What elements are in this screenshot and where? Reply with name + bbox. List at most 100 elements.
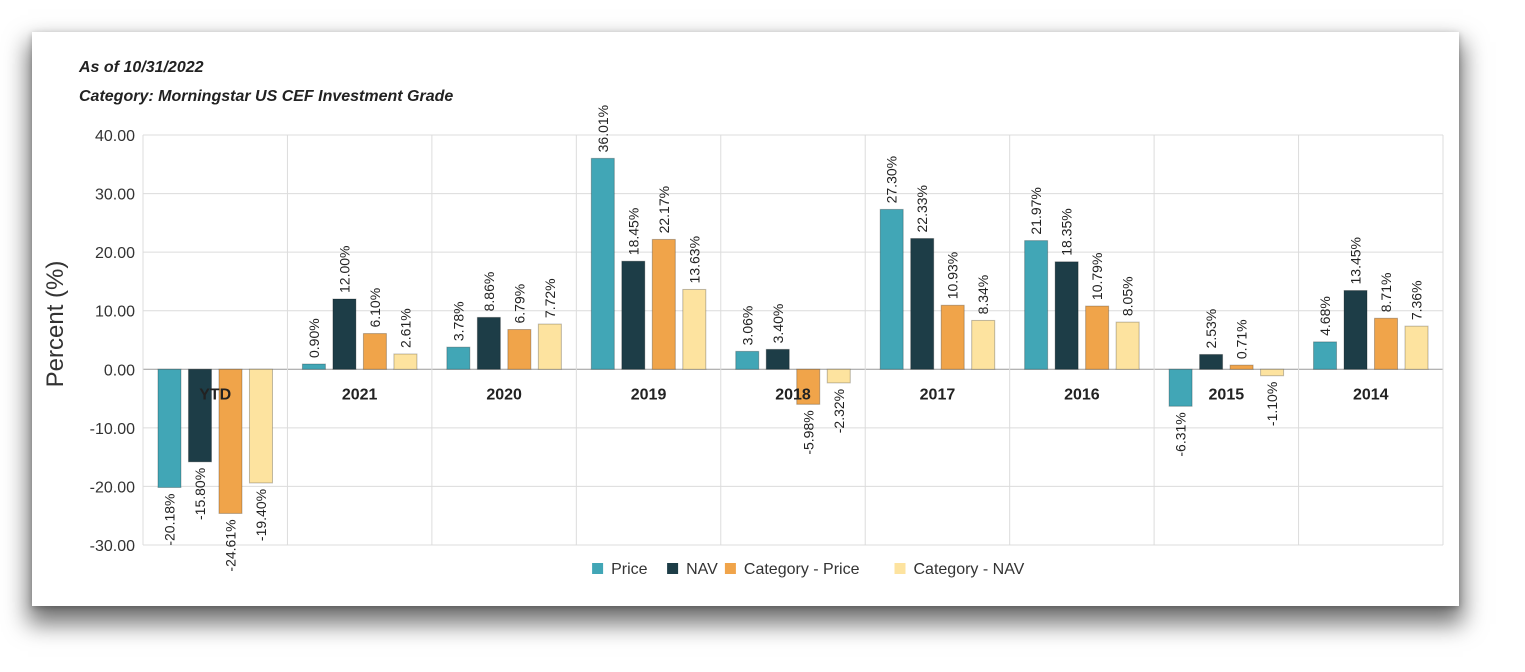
bar: [1085, 305, 1110, 370]
bar: [537, 323, 562, 370]
y-tick-label: 10.00: [95, 304, 135, 321]
data-label: 8.05%: [1120, 276, 1136, 316]
data-label: 2.53%: [1203, 309, 1219, 349]
data-label: -15.80%: [192, 468, 208, 520]
data-label: 10.93%: [945, 252, 961, 299]
category-label: 2016: [1064, 386, 1100, 403]
legend-swatch: [667, 563, 679, 574]
legend-label: Category - NAV: [914, 561, 1025, 578]
y-axis-title: Percent (%): [42, 261, 69, 388]
data-label: 18.35%: [1059, 208, 1075, 255]
data-label: -19.40%: [253, 489, 269, 541]
data-label: 4.68%: [1317, 296, 1333, 336]
bar: [332, 298, 357, 370]
data-label: -20.18%: [161, 493, 177, 545]
legend-swatch: [724, 563, 736, 574]
y-tick-label: 30.00: [95, 187, 135, 204]
data-label: 7.72%: [542, 278, 558, 318]
bar: [735, 350, 760, 370]
bar: [1343, 290, 1368, 370]
bar: [157, 368, 182, 488]
bar: [826, 368, 851, 384]
data-label: 27.30%: [884, 156, 900, 203]
data-label: 13.45%: [1348, 237, 1364, 284]
bar: [1260, 368, 1285, 377]
category-label: 2014: [1353, 386, 1389, 403]
bar: [1404, 325, 1429, 370]
data-label: 8.34%: [975, 275, 991, 315]
legend-swatch: [592, 563, 604, 574]
data-label: 21.97%: [1028, 187, 1044, 234]
category-label: 2020: [486, 386, 522, 403]
bar: [218, 368, 243, 514]
data-label: 18.45%: [625, 208, 641, 255]
bar: [507, 329, 532, 370]
bar: [651, 238, 676, 370]
data-label: 3.40%: [770, 304, 786, 344]
bar: [590, 157, 615, 370]
y-tick-label: -30.00: [90, 538, 135, 555]
category-label: 2019: [631, 386, 667, 403]
as-of-date: As of 10/31/2022: [79, 59, 204, 76]
data-label: 6.10%: [367, 288, 383, 328]
bar: [187, 368, 212, 463]
bar: [1229, 364, 1254, 370]
bar: [910, 237, 935, 370]
bar-chart: 40.00 30.00 20.00 10.00 0.00 -10.00 -20.00 -30.…: [42, 105, 1444, 578]
legend-swatch: [894, 563, 906, 574]
data-label: 13.63%: [686, 236, 702, 283]
data-label: 3.06%: [739, 306, 755, 346]
bar: [1054, 261, 1079, 370]
y-tick-label: 0.00: [104, 362, 135, 379]
bar: [940, 304, 965, 370]
bar: [682, 288, 707, 370]
data-label: 22.17%: [656, 186, 672, 233]
bar: [248, 368, 273, 484]
data-label: -2.32%: [831, 389, 847, 433]
category-label: 2015: [1209, 386, 1245, 403]
data-label: 7.36%: [1409, 280, 1425, 320]
bar: [393, 353, 418, 370]
data-label: 8.86%: [481, 272, 497, 312]
data-label: 36.01%: [595, 105, 611, 152]
data-label: -6.31%: [1173, 412, 1189, 456]
bar: [362, 333, 387, 370]
data-label: 6.79%: [511, 284, 527, 324]
y-tick-label: 20.00: [95, 245, 135, 262]
category-name: Category: Morningstar US CEF Investment …: [79, 88, 454, 105]
bar: [1199, 353, 1224, 370]
bar: [446, 346, 471, 370]
data-label: 8.71%: [1378, 273, 1394, 313]
bar: [301, 363, 326, 370]
bar: [879, 208, 904, 370]
data-label: 0.90%: [306, 318, 322, 358]
bar: [1374, 317, 1399, 370]
data-label: -5.98%: [800, 410, 816, 454]
y-tick-label: 40.00: [95, 128, 135, 145]
data-label: 10.79%: [1089, 253, 1105, 300]
data-label: -1.10%: [1264, 382, 1280, 426]
y-tick-label: -20.00: [90, 479, 135, 496]
bar: [476, 316, 501, 370]
bar: [1024, 240, 1049, 370]
data-label: 22.33%: [914, 185, 930, 232]
legend-label: Price: [611, 561, 648, 578]
bar: [621, 260, 646, 370]
data-label: 0.71%: [1234, 319, 1250, 359]
bar: [1313, 341, 1338, 370]
data-label: 12.00%: [336, 246, 352, 293]
category-label: YTD: [199, 386, 231, 403]
data-label: 2.61%: [397, 308, 413, 348]
bar: [1168, 368, 1193, 407]
category-label: 2017: [920, 386, 956, 403]
data-label: -24.61%: [222, 519, 238, 571]
data-label: 3.78%: [450, 301, 466, 341]
bar: [765, 348, 790, 370]
bar: [971, 319, 996, 370]
y-tick-label: -10.00: [90, 421, 135, 438]
category-label: 2018: [775, 386, 811, 403]
bar: [1115, 321, 1140, 370]
legend-label: NAV: [686, 561, 718, 578]
chart-card: As of 10/31/2022 Category: Morningstar U…: [32, 32, 1459, 606]
category-label: 2021: [342, 386, 378, 403]
